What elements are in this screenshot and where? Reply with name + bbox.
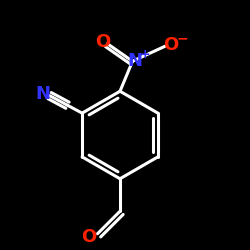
Text: N: N: [128, 52, 142, 70]
Text: N: N: [36, 86, 51, 103]
Text: O: O: [163, 36, 178, 54]
Text: +: +: [139, 48, 150, 61]
Text: O: O: [81, 228, 96, 246]
Text: −: −: [176, 32, 188, 46]
Text: O: O: [96, 33, 111, 51]
